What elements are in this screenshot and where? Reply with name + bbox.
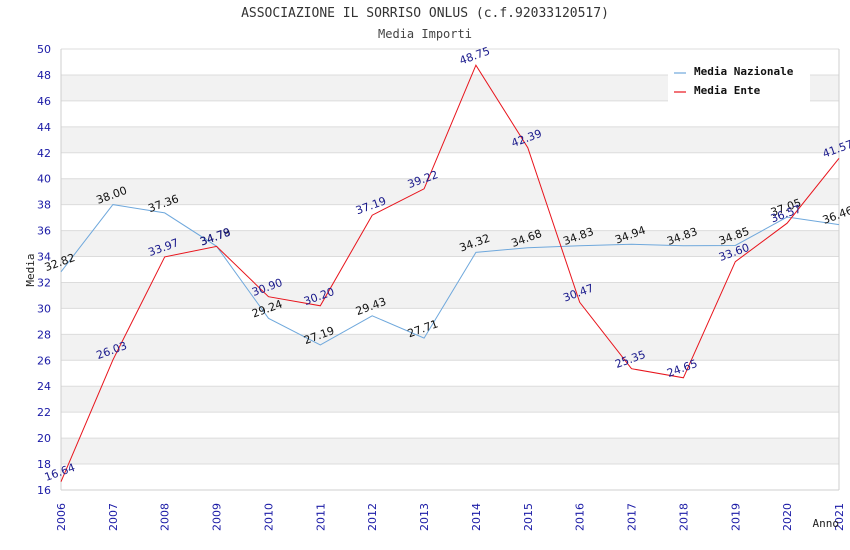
grid-band xyxy=(61,334,839,361)
y-tick-label: 22 xyxy=(37,406,51,419)
grid-band xyxy=(61,438,839,465)
y-tick-label: 36 xyxy=(37,225,51,238)
x-axis-ticks: 2006 2007 2008 2009 2010 2011 2012 2013 2014 2015… xyxy=(55,503,846,531)
chart-subtitle: Media Importi xyxy=(378,27,472,41)
x-tick-label: 2019 xyxy=(729,503,742,531)
legend: Media Nazionale Media Ente xyxy=(668,60,810,102)
x-tick-label: 2018 xyxy=(677,503,690,531)
x-tick-label: 2014 xyxy=(470,503,483,531)
x-tick-label: 2012 xyxy=(366,503,379,531)
legend-box xyxy=(668,60,810,102)
x-tick-label: 2016 xyxy=(574,503,587,531)
y-tick-label: 38 xyxy=(37,199,51,212)
data-label: 48.75 xyxy=(458,44,492,67)
x-tick-label: 2013 xyxy=(418,503,431,531)
x-tick-label: 2007 xyxy=(107,503,120,531)
y-tick-label: 24 xyxy=(37,380,51,393)
x-tick-label: 2021 xyxy=(833,503,846,531)
y-axis-ticks: 16 18 20 22 24 26 28 30 32 34 36 38 40 42 44 46 48 50 xyxy=(37,43,51,497)
legend-label-media-ente: Media Ente xyxy=(694,84,761,97)
y-axis-label: Media xyxy=(24,253,37,286)
y-tick-label: 50 xyxy=(37,43,51,56)
y-tick-label: 42 xyxy=(37,147,51,160)
y-tick-label: 28 xyxy=(37,328,51,341)
y-tick-label: 46 xyxy=(37,95,51,108)
grid-band xyxy=(61,178,839,205)
y-tick-label: 30 xyxy=(37,302,51,315)
legend-label-media-nazionale: Media Nazionale xyxy=(694,65,794,78)
chart-title: ASSOCIAZIONE IL SORRISO ONLUS (c.f.92033… xyxy=(241,6,609,21)
grid-band xyxy=(61,386,839,413)
y-tick-label: 26 xyxy=(37,354,51,367)
series-lines xyxy=(60,64,840,482)
y-tick-label: 34 xyxy=(37,251,51,264)
x-tick-label: 2011 xyxy=(314,503,327,531)
x-tick-label: 2010 xyxy=(262,503,275,531)
x-tick-label: 2006 xyxy=(55,503,68,531)
series-line-media-ente xyxy=(60,64,840,482)
x-axis-label: Anno xyxy=(813,517,840,530)
y-tick-label: 16 xyxy=(37,484,51,497)
grid-band xyxy=(61,126,839,153)
x-tick-label: 2017 xyxy=(626,503,639,531)
data-label: 36.46 xyxy=(821,204,850,227)
y-tick-label: 44 xyxy=(37,121,51,134)
x-tick-label: 2020 xyxy=(781,503,794,531)
x-tick-label: 2008 xyxy=(159,503,172,531)
y-tick-label: 20 xyxy=(37,432,51,445)
y-tick-label: 40 xyxy=(37,173,51,186)
grid-bands xyxy=(61,74,839,465)
y-tick-label: 18 xyxy=(37,458,51,471)
x-tick-label: 2009 xyxy=(211,503,224,531)
series-line-media-nazionale xyxy=(60,204,840,346)
x-tick-label: 2015 xyxy=(522,503,535,531)
grid-band xyxy=(61,230,839,257)
y-tick-label: 48 xyxy=(37,69,51,82)
y-tick-label: 32 xyxy=(37,276,51,289)
grid-lines xyxy=(60,48,840,491)
